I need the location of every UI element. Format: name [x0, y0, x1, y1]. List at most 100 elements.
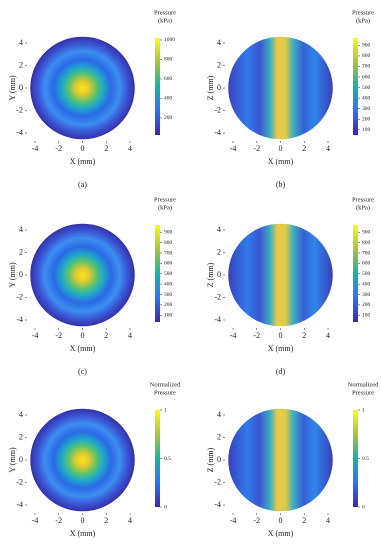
- colorbar: [155, 410, 160, 507]
- panel-caption: (d): [276, 367, 286, 376]
- colorbar-tick-label: 1: [164, 407, 167, 413]
- colorbar: [353, 410, 358, 507]
- colorbar-tick-label: 100: [164, 313, 173, 319]
- colorbar-tick-label: 600: [362, 74, 371, 80]
- colorbar: [155, 38, 160, 135]
- x-tick-label: -2: [55, 516, 62, 525]
- colorbar-tick-label: 200: [164, 115, 173, 121]
- panel-caption: (b): [276, 180, 286, 189]
- colorbar-tick-label: 500: [362, 271, 371, 277]
- colorbar-tick-label: 0: [362, 504, 365, 510]
- y-axis-label: Z (mm): [206, 447, 215, 472]
- y-tick-label: -4: [16, 315, 23, 324]
- x-axis-label: X (mm): [268, 157, 294, 166]
- colorbar-tick-label: 600: [164, 76, 173, 82]
- y-tick-label: 0: [19, 270, 23, 279]
- colorbar-tick-label: 100: [362, 313, 371, 319]
- colorbar: [353, 225, 358, 322]
- x-tick-label: 4: [128, 331, 132, 340]
- colorbar-tick-label: 1: [362, 407, 365, 413]
- colorbar-tick-label: 800: [362, 240, 371, 246]
- heatmap-disk: [30, 36, 135, 140]
- colorbar-title: Normalized: [348, 381, 379, 388]
- y-tick-label: -2: [214, 105, 221, 114]
- x-tick-label: 2: [302, 331, 306, 340]
- x-tick-label: -4: [230, 144, 237, 153]
- colorbar-tick-label: 800: [362, 53, 371, 59]
- colorbar-tick-label: 900: [362, 230, 371, 236]
- x-tick-label: 0: [279, 331, 283, 340]
- x-tick-label: -2: [55, 144, 62, 153]
- colorbar-tick-label: 400: [362, 281, 371, 287]
- y-tick-label: 4: [19, 225, 23, 234]
- x-tick-label: 4: [128, 516, 132, 525]
- panel-caption: (a): [78, 180, 87, 189]
- x-axis-label: X (mm): [268, 529, 294, 538]
- x-tick-label: 4: [326, 516, 330, 525]
- y-tick-label: 4: [19, 410, 23, 419]
- y-axis-label: Y (mm): [8, 447, 17, 473]
- colorbar-tick-label: 900: [362, 43, 371, 49]
- colorbar-tick-label: 800: [164, 240, 173, 246]
- colorbar-title: Pressure: [352, 196, 374, 203]
- x-axis-label: X (mm): [70, 157, 96, 166]
- x-tick-label: -2: [253, 144, 260, 153]
- x-axis-label: X (mm): [70, 529, 96, 538]
- x-tick-label: 4: [326, 331, 330, 340]
- x-tick-label: 2: [302, 516, 306, 525]
- heatmap-disk: [228, 36, 333, 140]
- x-tick-label: -2: [253, 516, 260, 525]
- colorbar-tick-label: 300: [362, 292, 371, 298]
- y-tick-label: 0: [217, 83, 221, 92]
- colorbar-tick-label: 100: [362, 127, 371, 133]
- x-tick-label: -4: [32, 331, 39, 340]
- colorbar-tick-label: 700: [164, 250, 173, 256]
- colorbar-tick-label: 200: [362, 116, 371, 122]
- colorbar-title: (kPa): [356, 17, 370, 24]
- y-tick-label: 2: [19, 60, 23, 69]
- panel-caption: (c): [78, 367, 87, 376]
- colorbar-title: Normalized: [150, 381, 181, 388]
- y-tick-label: 0: [217, 455, 221, 464]
- x-tick-label: 0: [81, 331, 85, 340]
- colorbar-tick-label: 900: [164, 230, 173, 236]
- y-tick-label: 4: [217, 38, 221, 47]
- x-tick-label: -4: [32, 144, 39, 153]
- y-tick-label: 2: [217, 60, 221, 69]
- x-tick-label: 2: [104, 516, 108, 525]
- y-tick-label: -2: [214, 477, 221, 486]
- x-tick-label: -4: [32, 516, 39, 525]
- x-tick-label: -2: [55, 331, 62, 340]
- colorbar-tick-label: 0.5: [164, 456, 171, 462]
- y-tick-label: -4: [214, 315, 221, 324]
- y-tick-label: 0: [19, 83, 23, 92]
- colorbar-tick-label: 200: [164, 302, 173, 308]
- colorbar-title: Pressure: [154, 389, 176, 396]
- y-tick-label: -2: [16, 477, 23, 486]
- colorbar-title: Pressure: [352, 389, 374, 396]
- y-tick-label: -2: [16, 292, 23, 301]
- y-tick-label: 0: [217, 270, 221, 279]
- heatmap-disk: [30, 223, 135, 327]
- x-tick-label: 0: [81, 516, 85, 525]
- colorbar-tick-label: 500: [164, 271, 173, 277]
- y-tick-label: -4: [214, 500, 221, 509]
- colorbar-tick-label: 200: [362, 302, 371, 308]
- colorbar-title: (kPa): [158, 17, 172, 24]
- colorbar: [155, 225, 160, 322]
- y-tick-label: 2: [19, 247, 23, 256]
- colorbar-title: (kPa): [158, 204, 172, 211]
- y-tick-label: -2: [214, 292, 221, 301]
- y-tick-label: 4: [217, 410, 221, 419]
- y-axis-label: Z (mm): [206, 75, 215, 100]
- x-axis-label: X (mm): [268, 344, 294, 353]
- heatmap-disk: [228, 223, 333, 327]
- y-tick-label: 4: [19, 38, 23, 47]
- x-tick-label: 0: [81, 144, 85, 153]
- x-tick-label: -2: [253, 331, 260, 340]
- colorbar-tick-label: 300: [362, 106, 371, 112]
- y-tick-label: 2: [217, 247, 221, 256]
- y-tick-label: 4: [217, 225, 221, 234]
- y-axis-label: Z (mm): [206, 262, 215, 287]
- colorbar-tick-label: 400: [164, 96, 173, 102]
